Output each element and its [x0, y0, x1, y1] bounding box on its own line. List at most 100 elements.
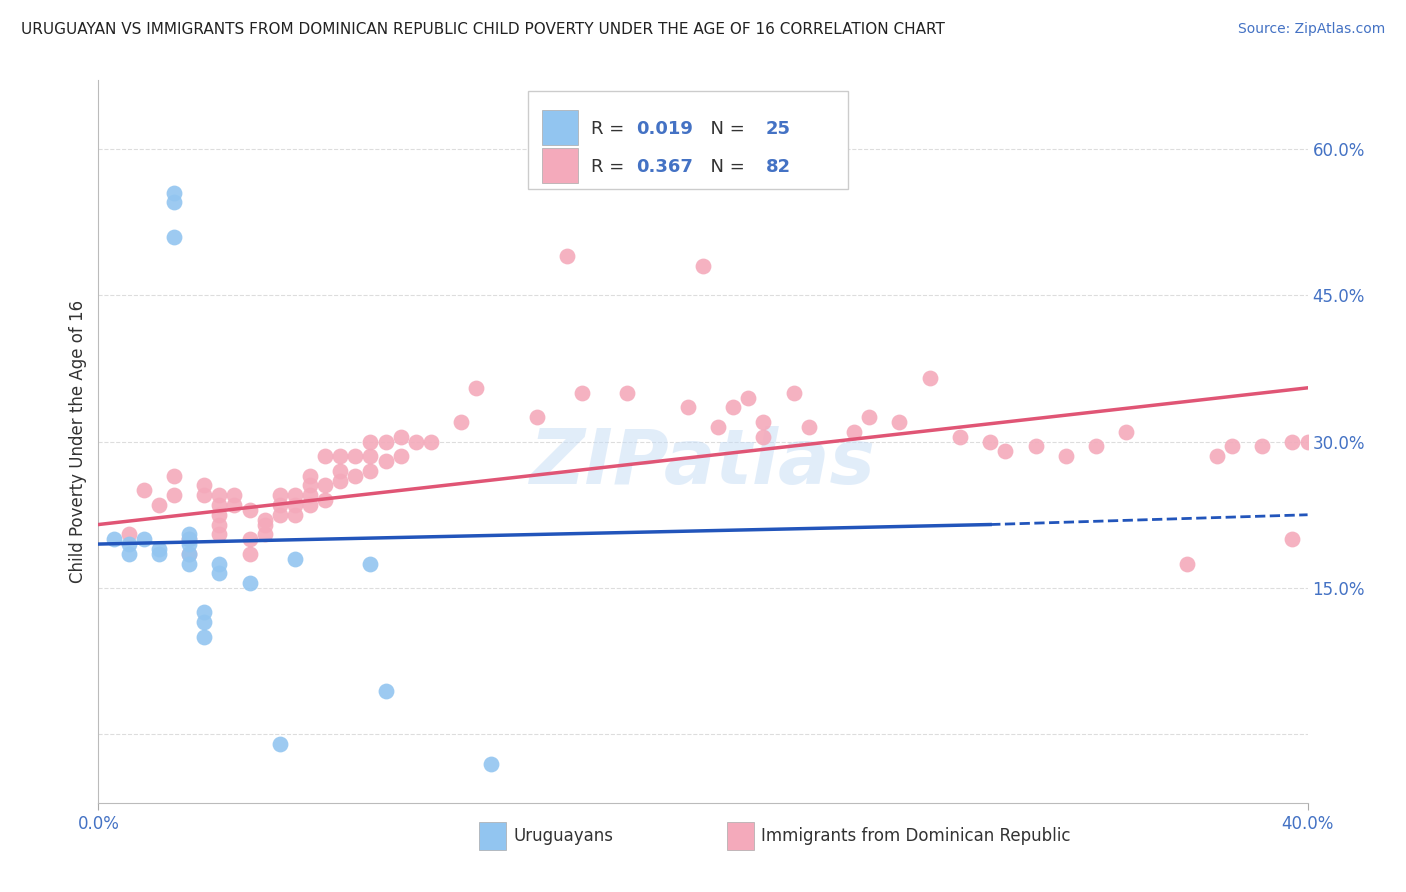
- Point: [239, 576, 262, 591]
- Point: [163, 186, 186, 200]
- Point: [723, 401, 745, 415]
- Point: [284, 488, 307, 502]
- Point: [889, 415, 911, 429]
- Point: [269, 737, 291, 751]
- Point: [389, 449, 412, 463]
- Point: [208, 498, 231, 512]
- Point: [420, 434, 443, 449]
- Point: [314, 478, 336, 492]
- Point: [179, 537, 201, 551]
- Point: [481, 756, 503, 771]
- Point: [465, 381, 488, 395]
- Point: [949, 430, 972, 444]
- Point: [299, 488, 322, 502]
- Point: [374, 683, 396, 698]
- Point: [752, 430, 775, 444]
- Point: [163, 229, 186, 244]
- Point: [1281, 532, 1303, 546]
- Point: [314, 449, 336, 463]
- Point: [360, 434, 382, 449]
- Point: [329, 464, 352, 478]
- Point: [193, 630, 215, 644]
- Text: R =: R =: [591, 158, 630, 176]
- Point: [450, 415, 472, 429]
- Text: URUGUAYAN VS IMMIGRANTS FROM DOMINICAN REPUBLIC CHILD POVERTY UNDER THE AGE OF 1: URUGUAYAN VS IMMIGRANTS FROM DOMINICAN R…: [21, 22, 945, 37]
- Point: [193, 615, 215, 630]
- Point: [571, 385, 593, 400]
- Point: [1220, 439, 1243, 453]
- Point: [208, 566, 231, 581]
- Point: [360, 449, 382, 463]
- Point: [858, 410, 880, 425]
- Point: [179, 547, 201, 561]
- Point: [1206, 449, 1229, 463]
- Point: [224, 488, 246, 502]
- Point: [737, 391, 759, 405]
- Point: [179, 532, 201, 546]
- Text: 25: 25: [766, 120, 792, 137]
- Point: [239, 532, 262, 546]
- Point: [299, 478, 322, 492]
- Point: [224, 498, 246, 512]
- Point: [344, 449, 367, 463]
- FancyBboxPatch shape: [543, 148, 578, 183]
- Point: [344, 468, 367, 483]
- Point: [132, 483, 155, 498]
- Point: [118, 547, 141, 561]
- Point: [692, 259, 714, 273]
- FancyBboxPatch shape: [727, 822, 754, 850]
- Point: [208, 488, 231, 502]
- Point: [179, 557, 201, 571]
- Point: [526, 410, 548, 425]
- Text: 0.367: 0.367: [637, 158, 693, 176]
- Point: [1296, 434, 1319, 449]
- Point: [193, 488, 215, 502]
- Text: N =: N =: [699, 120, 751, 137]
- Point: [269, 498, 291, 512]
- Point: [118, 537, 141, 551]
- Text: Source: ZipAtlas.com: Source: ZipAtlas.com: [1237, 22, 1385, 37]
- Point: [208, 517, 231, 532]
- Point: [616, 385, 638, 400]
- Point: [284, 551, 307, 566]
- Text: 0.019: 0.019: [637, 120, 693, 137]
- Text: Immigrants from Dominican Republic: Immigrants from Dominican Republic: [761, 827, 1070, 845]
- Point: [163, 488, 186, 502]
- Point: [179, 527, 201, 541]
- Point: [299, 498, 322, 512]
- Point: [389, 430, 412, 444]
- Point: [163, 468, 186, 483]
- Point: [269, 508, 291, 522]
- Point: [555, 249, 578, 263]
- Point: [1281, 434, 1303, 449]
- Point: [208, 508, 231, 522]
- Point: [132, 532, 155, 546]
- Point: [360, 557, 382, 571]
- FancyBboxPatch shape: [543, 110, 578, 145]
- Point: [103, 532, 125, 546]
- Point: [193, 606, 215, 620]
- Point: [118, 527, 141, 541]
- Point: [253, 527, 276, 541]
- FancyBboxPatch shape: [479, 822, 506, 850]
- Point: [676, 401, 699, 415]
- FancyBboxPatch shape: [527, 91, 848, 189]
- Point: [707, 420, 730, 434]
- Point: [163, 195, 186, 210]
- Text: R =: R =: [591, 120, 630, 137]
- Point: [239, 547, 262, 561]
- Point: [299, 468, 322, 483]
- Point: [329, 474, 352, 488]
- Point: [405, 434, 427, 449]
- Point: [253, 517, 276, 532]
- Point: [208, 527, 231, 541]
- Text: 82: 82: [766, 158, 792, 176]
- Point: [1054, 449, 1077, 463]
- Point: [1115, 425, 1137, 439]
- Point: [1024, 439, 1046, 453]
- Point: [1175, 557, 1198, 571]
- Point: [253, 513, 276, 527]
- Y-axis label: Child Poverty Under the Age of 16: Child Poverty Under the Age of 16: [69, 300, 87, 583]
- Point: [208, 557, 231, 571]
- Point: [314, 493, 336, 508]
